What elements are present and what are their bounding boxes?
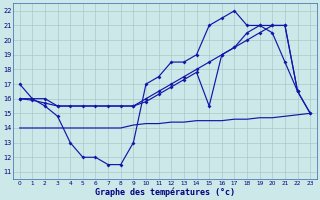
X-axis label: Graphe des températures (°c): Graphe des températures (°c) [95,187,235,197]
